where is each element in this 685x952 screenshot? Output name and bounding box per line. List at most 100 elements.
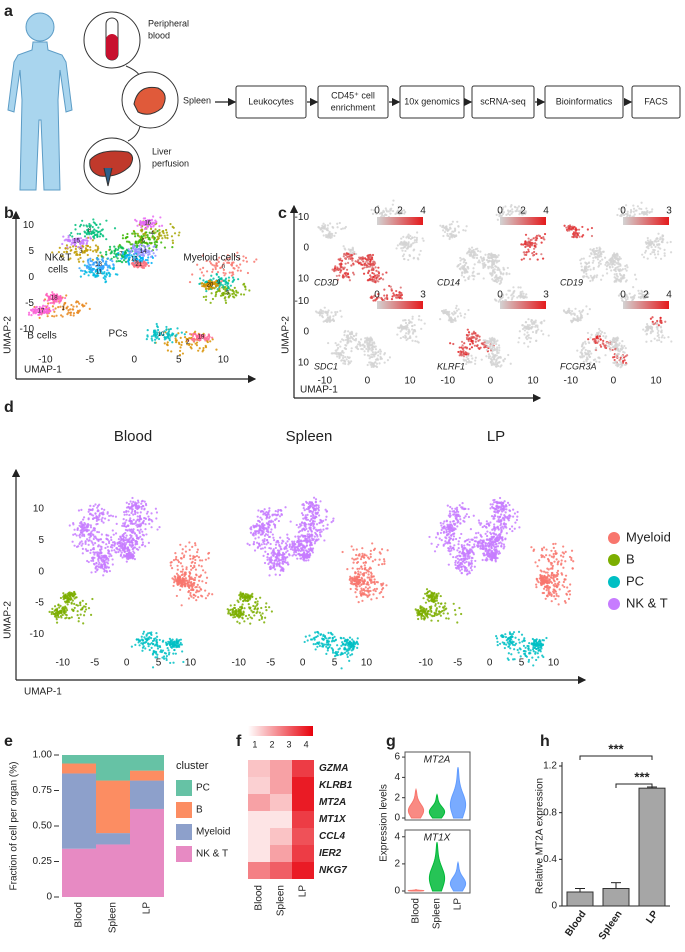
- cell-point: [456, 310, 458, 312]
- cell-point: [82, 622, 84, 624]
- cell-point: [488, 253, 490, 255]
- cell-point: [372, 348, 374, 350]
- cell-point: [619, 366, 621, 368]
- cell-point: [347, 330, 349, 332]
- cell-point: [579, 356, 581, 358]
- cell-point: [594, 358, 596, 360]
- cell-point: [448, 319, 450, 321]
- cell-point: [472, 337, 474, 339]
- cell-point: [424, 322, 426, 324]
- cell-point: [156, 323, 158, 325]
- cell-point: [368, 361, 370, 363]
- cell-point: [664, 252, 666, 254]
- cell-point: [86, 538, 88, 540]
- cell-point: [155, 517, 157, 519]
- cell-point: [573, 234, 575, 236]
- cell-point: [194, 562, 196, 564]
- cell-point: [664, 321, 666, 323]
- cell-point: [627, 211, 629, 213]
- cell-point: [81, 543, 83, 545]
- cell-point: [461, 272, 463, 274]
- cell-point: [371, 344, 373, 346]
- cell-point: [97, 539, 99, 541]
- cell-point: [527, 346, 529, 348]
- cell-point: [377, 354, 379, 356]
- cell-point: [606, 345, 608, 347]
- cell-point: [327, 311, 329, 313]
- cell-point: [52, 305, 54, 307]
- panel-letter: d: [4, 399, 14, 416]
- cell-point: [87, 262, 89, 264]
- cell-point: [143, 517, 145, 519]
- cell-point: [498, 352, 500, 354]
- cell-point: [111, 260, 113, 262]
- cell-point: [656, 237, 658, 239]
- cell-point: [153, 252, 155, 254]
- feature-plot: [315, 285, 426, 368]
- cell-point: [168, 653, 170, 655]
- cell-point: [161, 225, 163, 227]
- cell-point: [170, 564, 172, 566]
- cell-point: [617, 363, 619, 365]
- cell-point: [523, 258, 525, 260]
- cell-point: [366, 338, 368, 340]
- cell-point: [205, 296, 207, 298]
- cell-point: [154, 245, 156, 247]
- cell-point: [587, 266, 589, 268]
- cell-point: [140, 226, 142, 228]
- cell-point: [459, 259, 461, 261]
- cell-point: [189, 584, 191, 586]
- cell-point: [615, 354, 617, 356]
- cell-point: [336, 311, 338, 313]
- cell-point: [121, 247, 123, 249]
- cell-point: [191, 273, 193, 275]
- cell-point: [635, 278, 637, 280]
- cell-point: [487, 266, 489, 268]
- cell-point: [643, 256, 645, 258]
- cell-point: [94, 503, 96, 505]
- cell-point: [389, 356, 391, 358]
- cell-point: [189, 281, 191, 283]
- cell-point: [384, 362, 386, 364]
- cell-point: [498, 349, 500, 351]
- cell-point: [342, 276, 344, 278]
- cell-point: [595, 347, 597, 349]
- cell-point: [444, 311, 446, 313]
- cell-point: [370, 209, 372, 211]
- cell-point: [220, 277, 222, 279]
- cell-point: [95, 515, 97, 517]
- cell-point: [439, 318, 441, 320]
- cell-point: [660, 321, 662, 323]
- cell-point: [334, 314, 336, 316]
- cell-point: [76, 305, 78, 307]
- cell-point: [464, 230, 466, 232]
- cell-point: [81, 240, 83, 242]
- cell-point: [400, 337, 402, 339]
- cell-point: [577, 320, 579, 322]
- x-tick-label: -10: [441, 376, 456, 387]
- cell-point: [77, 233, 79, 235]
- cell-point: [529, 241, 531, 243]
- cell-point: [164, 652, 166, 654]
- cell-point: [192, 335, 194, 337]
- cluster-annotation: cells: [48, 265, 68, 276]
- cell-point: [182, 573, 184, 575]
- cell-point: [70, 314, 72, 316]
- cell-point: [478, 259, 480, 261]
- cell-point: [321, 315, 323, 317]
- feature-plot: [563, 286, 673, 368]
- cell-point: [634, 213, 636, 215]
- cell-point: [83, 516, 85, 518]
- cell-point: [517, 286, 519, 288]
- cell-point: [505, 214, 507, 216]
- cell-point: [247, 272, 249, 274]
- cell-point: [113, 256, 115, 258]
- cell-point: [113, 268, 115, 270]
- cell-point: [321, 227, 323, 229]
- cell-point: [47, 302, 49, 304]
- cell-point: [139, 516, 141, 518]
- cell-point: [134, 235, 136, 237]
- cell-point: [228, 296, 230, 298]
- cell-point: [598, 328, 600, 330]
- cell-point: [371, 266, 373, 268]
